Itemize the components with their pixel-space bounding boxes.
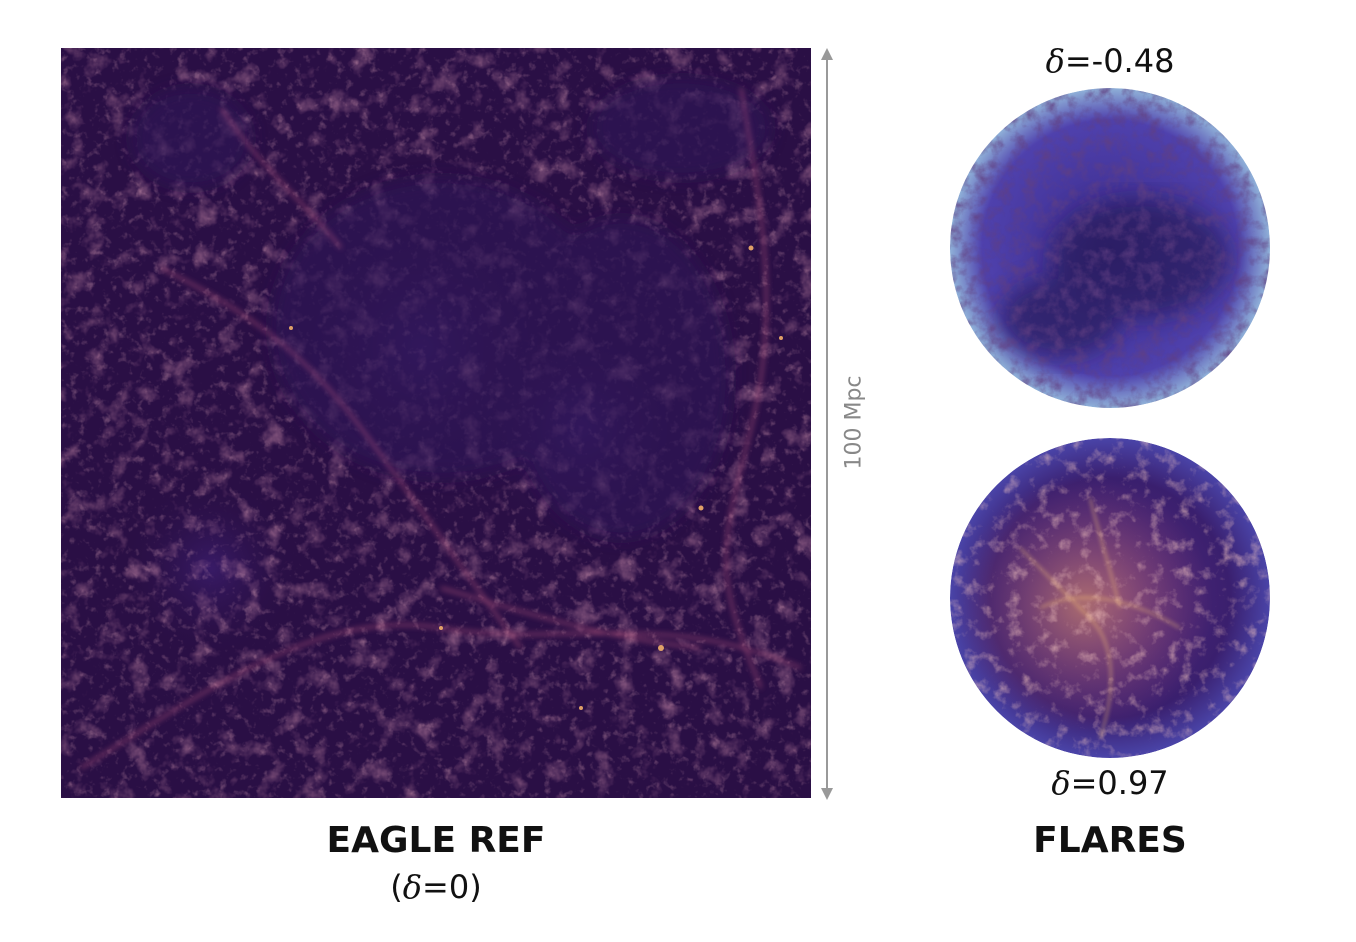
flares-low-density-map [950,88,1270,408]
delta-symbol: δ [402,868,423,906]
scale-label: 100 Mpc [834,362,874,482]
eagle-ref-simulation-image [61,48,811,798]
flares-high-density-region-image [950,438,1270,758]
delta-value: =0.97 [1070,764,1169,802]
subtitle-value: =0) [422,868,482,906]
eagle-density-map [61,48,811,798]
flares-high-density-map [950,438,1270,758]
scale-label-text: 100 Mpc [841,374,867,470]
flares-low-density-region-image [950,88,1270,408]
subtitle-open: ( [390,868,403,906]
delta-value: =-0.48 [1064,42,1175,80]
eagle-ref-title: EAGLE REF [326,820,546,861]
delta-symbol: δ [1051,764,1071,802]
flares-title: FLARES [1033,820,1187,861]
flares-high-delta-label: δ=0.97 [980,764,1240,802]
delta-symbol: δ [1045,42,1065,80]
eagle-ref-subtitle: (δ=0) [336,868,536,906]
flares-low-delta-label: δ=-0.48 [980,42,1240,80]
scale-bar-arrow [821,48,833,800]
